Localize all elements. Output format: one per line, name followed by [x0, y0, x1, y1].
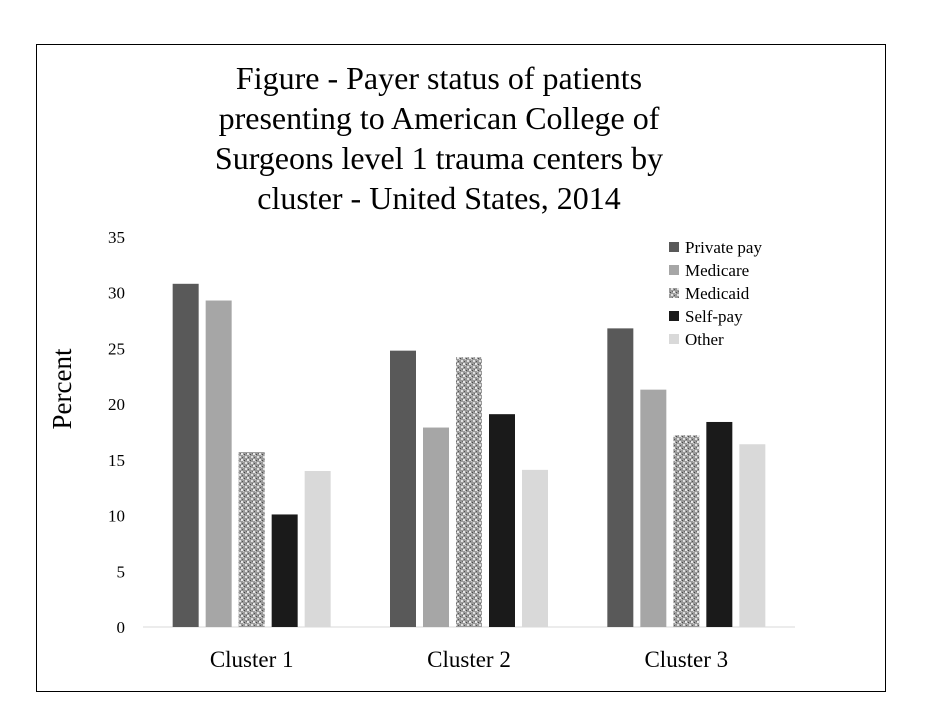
bar-self-pay-cluster-1 [271, 514, 298, 627]
legend-swatch [669, 265, 679, 275]
legend-swatch [669, 242, 679, 252]
legend: Private pay Medicare Medicaid Self-pay Other [669, 238, 762, 349]
legend-swatch [669, 334, 679, 344]
y-axis-title: Percent [47, 348, 77, 429]
bar-other-cluster-2 [522, 469, 548, 627]
bar-medicare-cluster-3 [640, 389, 667, 627]
legend-label: Private pay [685, 238, 762, 257]
bar-medicaid-cluster-3 [673, 435, 700, 627]
category-label: Cluster 2 [427, 647, 511, 672]
y-tick-label: 5 [117, 562, 126, 581]
category-label: Cluster 1 [210, 647, 294, 672]
y-tick-label: 15 [108, 451, 125, 470]
bar-medicaid-cluster-2 [456, 357, 482, 627]
y-tick-label: 10 [108, 507, 125, 526]
bar-private-pay-cluster-3 [607, 328, 634, 627]
bar-private-pay-cluster-2 [390, 350, 416, 627]
y-tick-label: 25 [108, 339, 125, 358]
legend-label: Medicaid [685, 284, 750, 303]
bar-medicare-cluster-2 [423, 427, 449, 627]
bar-medicare-cluster-1 [205, 300, 232, 627]
category-labels: Cluster 1 Cluster 2 Cluster 3 [210, 647, 728, 672]
chart-title-line-3: Surgeons level 1 trauma centers by [215, 140, 663, 176]
legend-label: Self-pay [685, 307, 743, 326]
legend-swatch [669, 311, 679, 321]
chart-title-line-4: cluster - United States, 2014 [257, 180, 620, 216]
bars [172, 283, 766, 627]
legend-label: Other [685, 330, 724, 349]
y-tick-label: 20 [108, 395, 125, 414]
category-label: Cluster 3 [644, 647, 728, 672]
bar-self-pay-cluster-3 [706, 421, 733, 627]
bar-chart: Figure - Payer status of patients presen… [47, 60, 795, 672]
bar-self-pay-cluster-2 [489, 414, 515, 627]
chart-frame: Figure - Payer status of patients presen… [36, 44, 886, 692]
bar-medicaid-cluster-1 [238, 452, 265, 627]
bar-other-cluster-1 [304, 471, 331, 627]
chart-title: Figure - Payer status of patients presen… [215, 60, 663, 216]
legend-swatch [669, 288, 679, 298]
bar-private-pay-cluster-1 [172, 283, 199, 627]
chart-title-line-1: Figure - Payer status of patients [236, 60, 642, 96]
y-tick-label: 35 [108, 228, 125, 247]
y-tick-label: 0 [117, 618, 126, 637]
y-tick-label: 30 [108, 284, 125, 303]
bar-other-cluster-3 [739, 444, 766, 627]
y-axis-ticks: 0 5 10 15 20 25 30 35 [108, 228, 125, 637]
chart-title-line-2: presenting to American College of [219, 100, 660, 136]
legend-label: Medicare [685, 261, 749, 280]
